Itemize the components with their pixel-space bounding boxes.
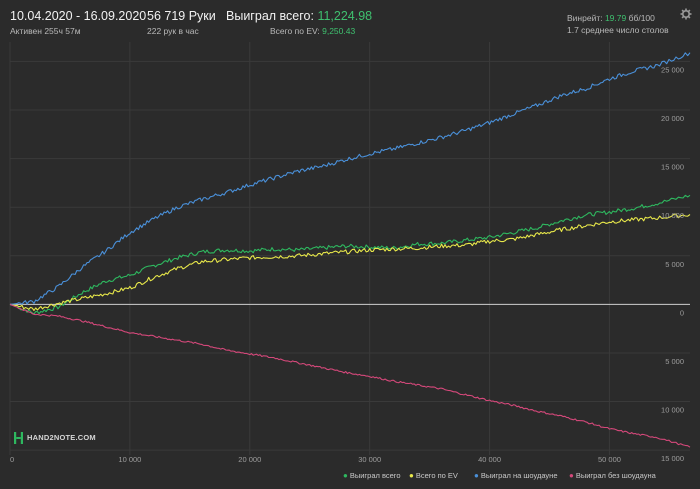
- y-tick-label: 25 000: [661, 65, 684, 74]
- series-line-3: [9, 303, 691, 448]
- logo-text: HAND2NOTE.COM: [27, 432, 96, 442]
- legend-label: Всего по EV: [415, 471, 458, 480]
- winrate-unit: бб/100: [628, 13, 655, 23]
- legend-dot: ●: [474, 471, 479, 480]
- x-axis-ticks: 0 10 000 20 000 30 000 40 000 50 000: [10, 455, 621, 464]
- legend-dot: ●: [569, 471, 574, 480]
- y-tick-label: 20 000: [661, 114, 684, 123]
- x-tick-label: 20 000: [238, 455, 261, 464]
- winrate: Винрейт: 19.79 бб/100: [567, 13, 655, 23]
- won-total-label: Выиграл всего:: [226, 9, 314, 23]
- date-range: 10.04.2020 - 16.09.2020: [10, 9, 147, 23]
- y-tick-label: 0: [680, 308, 684, 317]
- x-tick-label: 50 000: [598, 455, 621, 464]
- legend-item-non-showdown[interactable]: ● Выиграл без шоудауна: [569, 471, 656, 480]
- legend-item-ev[interactable]: ● Всего по EV: [409, 471, 458, 480]
- y-tick-label: 15 000: [661, 163, 684, 172]
- gear-icon[interactable]: [680, 8, 692, 20]
- avg-tables: 1.7 среднее число столов: [567, 25, 669, 35]
- legend-item-showdown[interactable]: ● Выиграл на шоудауне: [474, 471, 558, 480]
- y-tick-label: 10 000: [661, 211, 684, 220]
- legend-dot: ●: [343, 471, 348, 480]
- legend-label: Выиграл без шоудауна: [575, 471, 656, 480]
- series-line-1: [9, 213, 691, 312]
- legend-item-won[interactable]: ● Выиграл всего: [343, 471, 401, 480]
- won-total-value: 11,224.98: [317, 9, 373, 23]
- y-axis-ticks: 15 000 10 000 5 000 0 5 000 10 000 15 000 20 00…: [661, 65, 684, 463]
- x-tick-label: 40 000: [478, 455, 501, 464]
- winrate-label: Винрейт:: [567, 13, 603, 23]
- series-line-0: [9, 194, 691, 315]
- hand2note-logo: HAND2NOTE.COM: [14, 432, 96, 444]
- x-tick-label: 30 000: [358, 455, 381, 464]
- y-tick-label: 15 000: [661, 454, 684, 463]
- y-tick-label: 5 000: [665, 260, 684, 269]
- hand2note-logo-icon: [14, 432, 23, 444]
- ev-total: Всего по EV: 9,250.43: [270, 26, 355, 36]
- y-tick-label: 10 000: [661, 406, 684, 415]
- series-lines: [9, 52, 691, 448]
- y-tick-label: 5 000: [665, 357, 684, 366]
- ev-total-label: Всего по EV:: [270, 26, 320, 36]
- hands-count: 56 719 Руки: [147, 9, 216, 23]
- active-time: Активен 255ч 57м: [10, 26, 81, 36]
- hands-per-hour: 222 рук в час: [147, 26, 199, 36]
- x-tick-label: 10 000: [118, 455, 141, 464]
- ev-total-value: 9,250.43: [322, 26, 356, 36]
- winrate-value: 19.79: [604, 13, 627, 23]
- won-total: Выиграл всего: 11,224.98: [226, 9, 372, 23]
- legend-label: Выиграл всего: [349, 471, 401, 480]
- legend-dot: ●: [409, 471, 414, 480]
- x-tick-label: 0: [10, 455, 14, 464]
- series-line-2: [9, 52, 691, 305]
- legend-label: Выиграл на шоудауне: [480, 471, 558, 480]
